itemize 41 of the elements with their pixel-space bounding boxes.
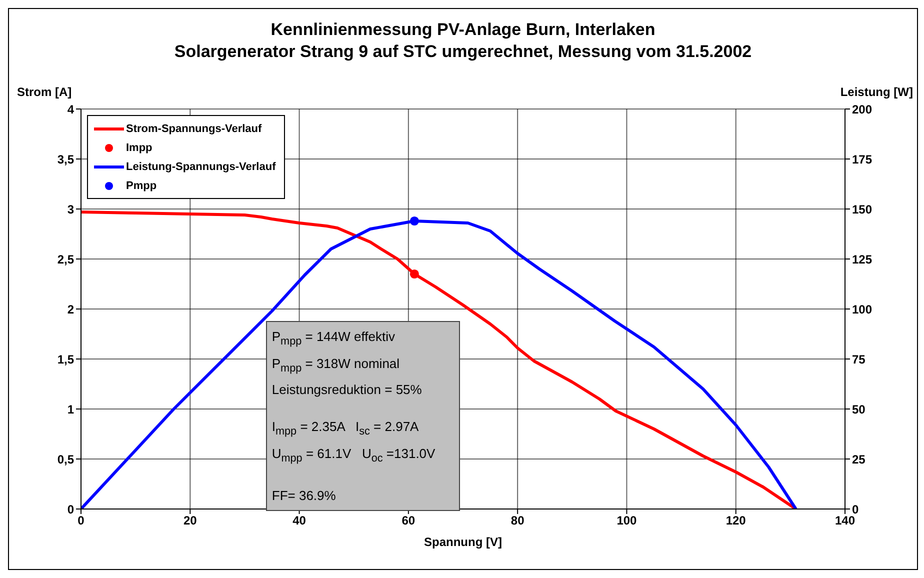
legend-label: Strom-Spannungs-Verlauf (126, 122, 262, 134)
x-tick-label: 0 (78, 514, 85, 528)
y2-axis-title: Leistung [W] (840, 85, 913, 99)
legend-label: Pmpp (126, 180, 157, 192)
y2-tick-label: 100 (852, 302, 872, 316)
y2-tick-label: 50 (852, 402, 866, 416)
y-tick-label: 4 (67, 102, 74, 116)
x-tick-label: 140 (834, 514, 856, 528)
annotation: FF= 36.9% (272, 487, 337, 506)
x-tick-label: 60 (402, 514, 416, 528)
y-axis-title: Strom [A] (17, 85, 72, 99)
annotation: I$_{mpp}$ = 2.35A I$_{sc}$ = 2.97A (272, 418, 420, 440)
annotation: P$_{mpp}$ = 144W effektiv (272, 328, 396, 350)
y2-tick-label: 150 (852, 202, 872, 216)
y-tick-label: 3,5 (57, 152, 74, 166)
y-tick-label: 1,5 (57, 352, 74, 366)
annotation: P$_{mpp}$ = 318W nominal (272, 354, 401, 376)
x-tick-label: 80 (510, 514, 525, 528)
chart-subtitle: Solargenerator Strang 9 auf STC umgerechnet, Messung vom 31.5.2002 (173, 41, 753, 63)
legend-label: Impp (126, 142, 152, 154)
legend-label: Leistung-Spannungs-Verlauf (126, 160, 276, 172)
y2-tick-label: 25 (852, 452, 866, 466)
y2-tick-label: 175 (852, 152, 872, 166)
x-tick-label: 100 (616, 514, 638, 528)
annotation: Leistungsreduktion = 55% (272, 381, 423, 400)
chart-title: Kennlinienmessung PV-Anlage Burn, Interlaken (270, 19, 656, 41)
x-tick-label: 40 (292, 514, 306, 528)
y-tick-label: 2 (67, 302, 74, 316)
x-axis-title: Spannung [V] (423, 535, 503, 549)
y-tick-label: 0,5 (57, 452, 74, 466)
y2-tick-label: 75 (852, 352, 866, 366)
annotation: U$_{mpp}$ = 61.1V U$_{oc}$ =131.0V (272, 444, 436, 466)
y-tick-label: 2,5 (57, 252, 74, 266)
x-tick-label: 120 (726, 514, 746, 528)
y2-tick-label: 200 (852, 102, 872, 116)
y2-tick-label: 0 (852, 502, 859, 516)
y-tick-label: 1 (67, 402, 74, 416)
y-tick-label: 0 (67, 502, 74, 516)
x-tick-label: 20 (183, 514, 198, 528)
y2-tick-label: 125 (852, 252, 872, 266)
y-tick-label: 3 (67, 202, 74, 216)
